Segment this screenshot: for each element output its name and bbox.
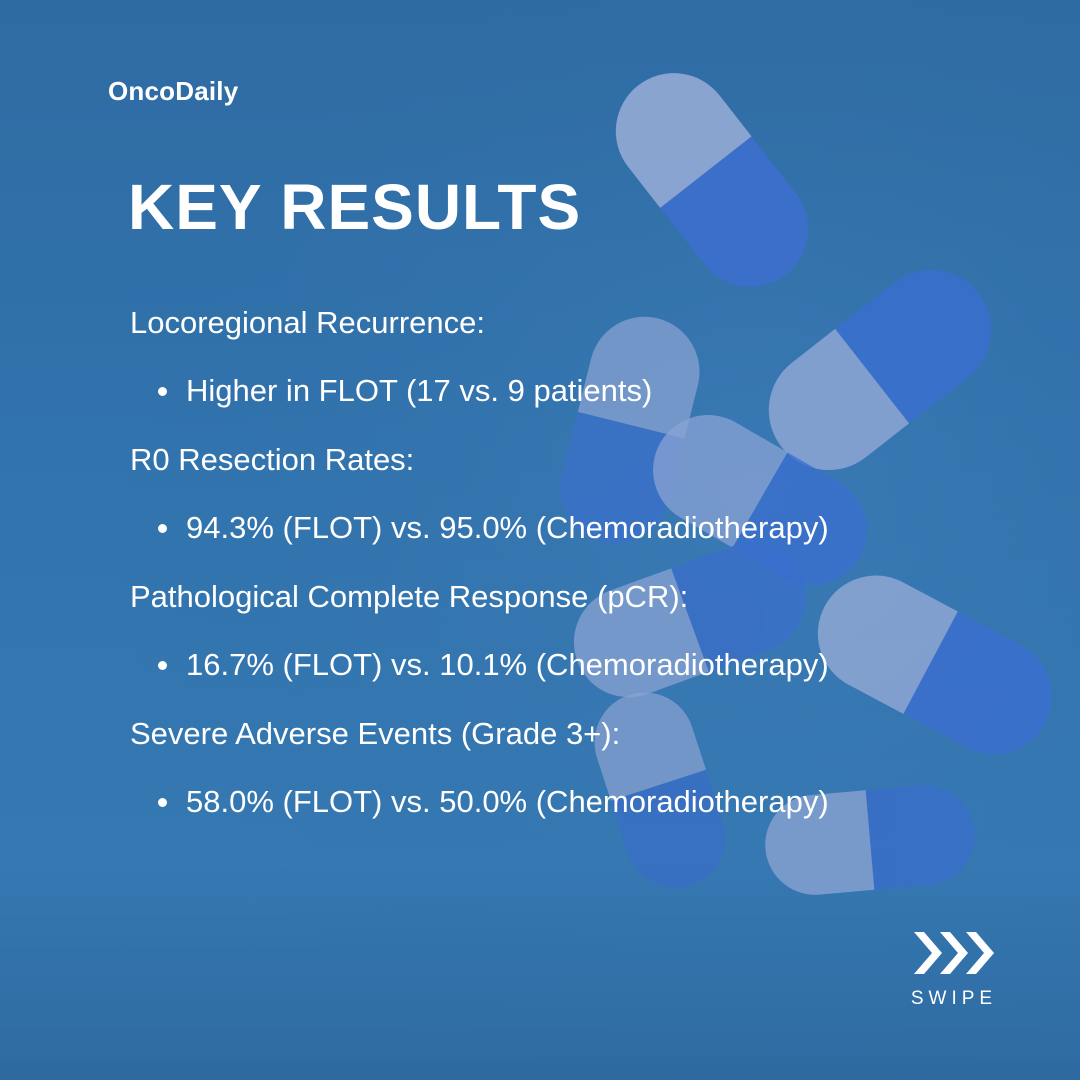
capsule-image <box>817 575 1053 755</box>
result-section: R0 Resection Rates: 94.3% (FLOT) vs. 95.… <box>130 437 1030 551</box>
brand-logo-text: OncoDaily <box>108 76 239 106</box>
result-section: Severe Adverse Events (Grade 3+): 58.0% … <box>130 711 1030 825</box>
capsule-image <box>594 692 726 888</box>
result-bullet-text: 94.3% (FLOT) vs. 95.0% (Chemoradiotherap… <box>186 510 829 545</box>
result-heading: Pathological Complete Response (pCR): <box>130 579 689 614</box>
triple-chevron-right-icon <box>914 932 994 974</box>
result-bullet-text: 16.7% (FLOT) vs. 10.1% (Chemoradiotherap… <box>186 647 829 682</box>
page-title: KEY RESULTS <box>128 171 582 243</box>
key-results-list: Locoregional Recurrence: Higher in FLOT … <box>130 300 1030 848</box>
result-heading: Severe Adverse Events (Grade 3+): <box>130 716 621 751</box>
result-heading: Locoregional Recurrence: <box>130 305 485 340</box>
result-bullet: 58.0% (FLOT) vs. 50.0% (Chemoradiotherap… <box>130 779 1030 825</box>
bullet-dot-icon <box>158 798 167 807</box>
result-bullet: 16.7% (FLOT) vs. 10.1% (Chemoradiotherap… <box>130 642 1030 688</box>
result-bullet-text: Higher in FLOT (17 vs. 9 patients) <box>186 373 653 408</box>
result-bullet: Higher in FLOT (17 vs. 9 patients) <box>130 368 1030 414</box>
bullet-dot-icon <box>158 661 167 670</box>
capsule-image <box>768 269 992 471</box>
capsule-image <box>765 785 975 895</box>
capsule-image <box>573 542 807 698</box>
result-section: Locoregional Recurrence: Higher in FLOT … <box>130 300 1030 414</box>
result-bullet: 94.3% (FLOT) vs. 95.0% (Chemoradiotherap… <box>130 505 1030 551</box>
bullet-dot-icon <box>158 387 167 396</box>
capsule-image <box>615 73 809 287</box>
result-heading: R0 Resection Rates: <box>130 442 415 477</box>
swipe-indicator[interactable]: SWIPE <box>908 930 1000 1020</box>
result-bullet-text: 58.0% (FLOT) vs. 50.0% (Chemoradiotherap… <box>186 784 829 819</box>
swipe-label: SWIPE <box>910 988 998 1009</box>
capsule-image <box>653 415 867 585</box>
result-section: Pathological Complete Response (pCR): 16… <box>130 574 1030 688</box>
bullet-dot-icon <box>158 524 167 533</box>
